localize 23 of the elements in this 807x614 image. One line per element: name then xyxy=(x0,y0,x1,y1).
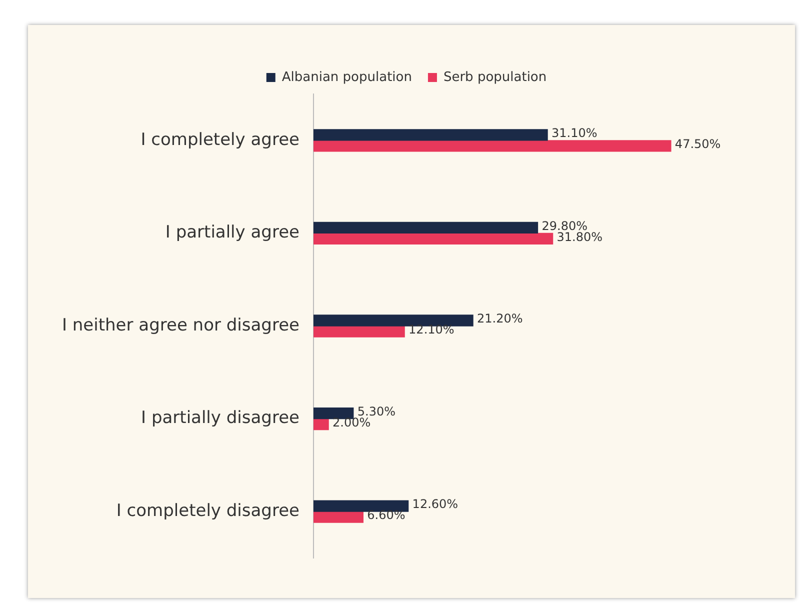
bar xyxy=(313,129,548,141)
bar xyxy=(313,222,538,234)
legend-label: Albanian population xyxy=(282,70,412,85)
bar xyxy=(313,140,672,152)
bar xyxy=(313,407,354,420)
y-tick-label: I completely disagree xyxy=(116,501,300,522)
data-label: 47.50% xyxy=(674,137,721,152)
bar xyxy=(313,500,409,512)
y-tick-label: I neither agree nor disagree xyxy=(62,315,300,336)
y-tick-label: I partially disagree xyxy=(141,408,300,428)
data-label: 12.60% xyxy=(412,497,458,512)
bar xyxy=(313,418,329,430)
y-tick-label: I completely agree xyxy=(140,130,300,150)
bar xyxy=(313,314,474,326)
data-label: 6.60% xyxy=(367,508,406,522)
data-label: 31.10% xyxy=(552,126,598,140)
bar xyxy=(313,232,554,245)
bar xyxy=(313,326,405,338)
bar xyxy=(313,511,364,523)
legend-label: Serb population xyxy=(443,70,547,85)
data-label: 12.10% xyxy=(408,322,454,337)
y-tick-label: I partially agree xyxy=(165,222,300,243)
data-label: 21.20% xyxy=(477,312,523,326)
